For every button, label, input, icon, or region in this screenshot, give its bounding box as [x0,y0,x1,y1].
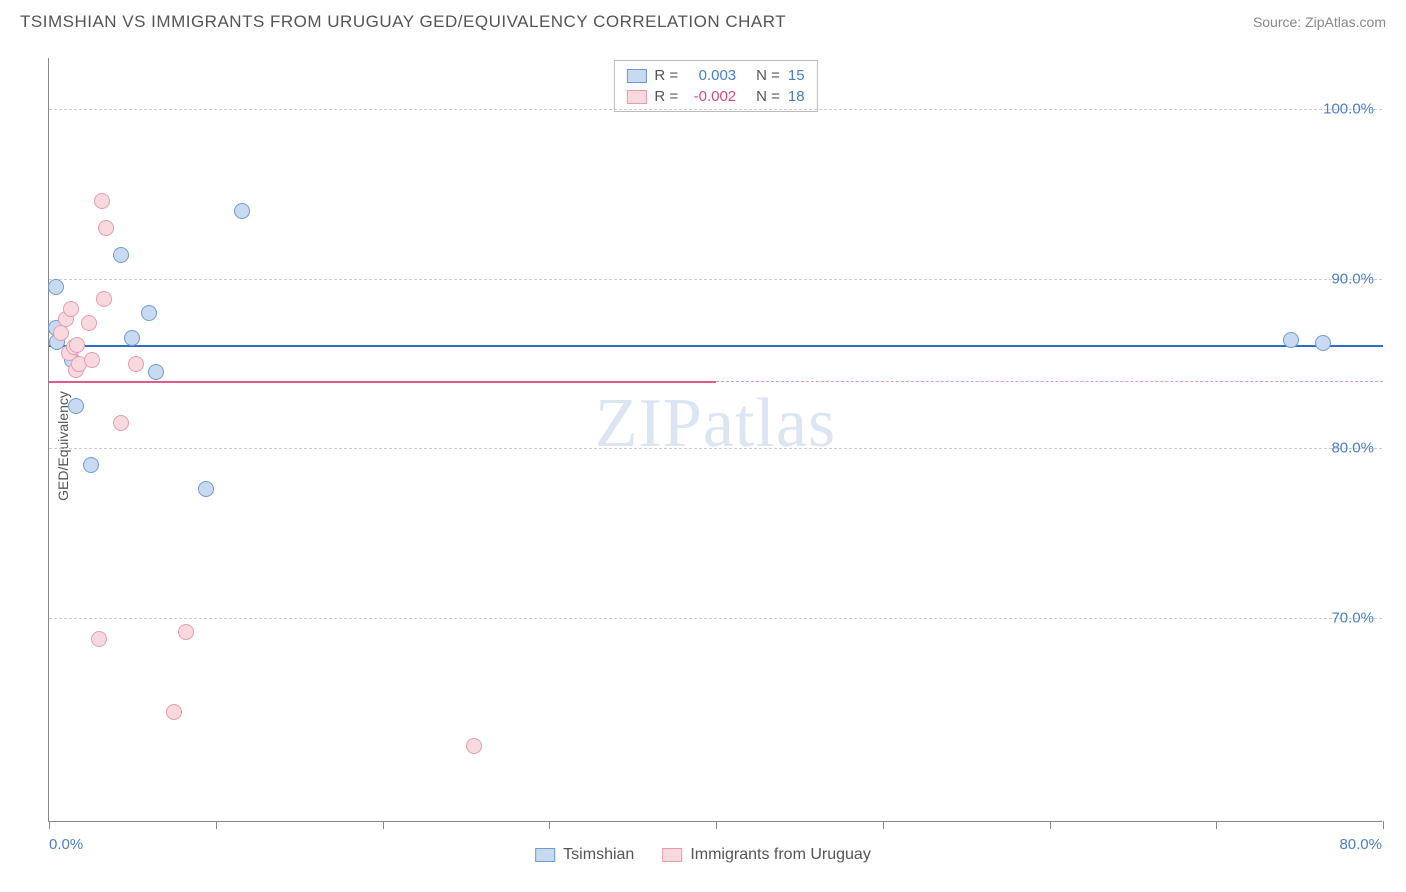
x-tick [49,821,50,829]
legend-stat-row: R = 0.003 N = 15 [626,65,804,86]
x-tick [1216,821,1217,829]
trend-line-dashed [716,381,1383,382]
data-point [113,247,129,263]
legend-swatch [662,848,682,862]
legend-item: Immigrants from Uruguay [662,846,871,864]
data-point [68,398,84,414]
x-tick [549,821,550,829]
y-tick-label: 70.0% [1331,610,1374,627]
legend-stats: R = 0.003 N = 15 R = -0.002 N = 18 [613,60,817,112]
trend-line [49,381,716,383]
data-point [128,356,144,372]
gridline [49,618,1382,619]
data-point [91,631,107,647]
data-point [178,624,194,640]
data-point [198,481,214,497]
data-point [94,193,110,209]
y-tick-label: 100.0% [1323,100,1374,117]
legend-swatch [626,90,646,104]
n-value: 15 [788,67,805,84]
data-point [124,330,140,346]
x-tick [1050,821,1051,829]
n-label: N = [756,67,780,84]
y-tick-label: 90.0% [1331,270,1374,287]
data-point [148,364,164,380]
legend-item: Tsimshian [535,846,634,864]
y-tick-label: 80.0% [1331,440,1374,457]
data-point [113,415,129,431]
data-point [234,203,250,219]
data-point [1283,332,1299,348]
legend-swatch [535,848,555,862]
data-point [166,704,182,720]
r-label: R = [654,88,678,105]
gridline [49,109,1382,110]
chart-plot-area: ZIPatlas R = 0.003 N = 15 R = -0.002 N = 18 70.… [48,58,1382,822]
x-tick [883,821,884,829]
legend-label: Immigrants from Uruguay [690,846,871,864]
x-tick [383,821,384,829]
r-label: R = [654,67,678,84]
data-point [98,220,114,236]
gridline [49,279,1382,280]
data-point [1315,335,1331,351]
gridline [49,448,1382,449]
data-point [81,315,97,331]
x-axis-min-label: 0.0% [49,836,83,853]
legend-stat-row: R = -0.002 N = 18 [626,86,804,107]
source-label: Source: ZipAtlas.com [1253,14,1386,30]
x-tick [716,821,717,829]
data-point [63,301,79,317]
legend-series: Tsimshian Immigrants from Uruguay [535,846,871,864]
x-axis-max-label: 80.0% [1339,836,1382,853]
data-point [84,352,100,368]
chart-title: TSIMSHIAN VS IMMIGRANTS FROM URUGUAY GED… [20,12,786,32]
chart-header: TSIMSHIAN VS IMMIGRANTS FROM URUGUAY GED… [0,0,1406,40]
n-value: 18 [788,88,805,105]
trend-line [49,345,1383,347]
x-tick [216,821,217,829]
r-value: -0.002 [686,88,736,105]
legend-swatch [626,69,646,83]
data-point [83,457,99,473]
data-point [466,738,482,754]
x-tick [1383,821,1384,829]
data-point [96,291,112,307]
r-value: 0.003 [686,67,736,84]
data-point [48,279,64,295]
watermark: ZIPatlas [595,384,836,464]
legend-label: Tsimshian [563,846,634,864]
n-label: N = [756,88,780,105]
data-point [69,337,85,353]
data-point [141,305,157,321]
